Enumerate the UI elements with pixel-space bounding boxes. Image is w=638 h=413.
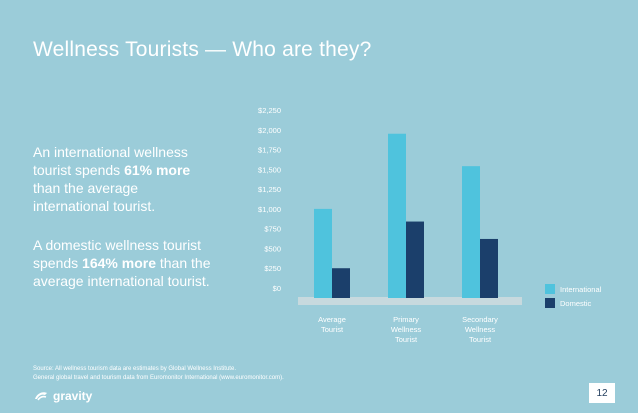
y-tick-label: $1,500 xyxy=(258,165,281,174)
bar-international xyxy=(462,166,480,298)
source-note: Source: All wellness tourism data are es… xyxy=(33,365,284,383)
domestic-stat-suffix: than the average international tourist. xyxy=(33,255,211,289)
bar-international xyxy=(314,208,332,298)
y-tick-label: $1,250 xyxy=(258,185,281,194)
gravity-logo: gravity xyxy=(33,389,92,403)
y-tick-label: $250 xyxy=(264,264,281,273)
legend-label: Domestic xyxy=(560,299,592,308)
international-stat-highlight: 61% more xyxy=(124,162,191,178)
domestic-stat-highlight: 164% more xyxy=(82,255,156,271)
x-category-label: Average xyxy=(318,315,346,324)
x-category-label: Primary xyxy=(393,315,419,324)
y-tick-label: $1,750 xyxy=(258,146,281,155)
x-category-label: Wellness xyxy=(391,325,422,334)
x-category-label: Tourist xyxy=(395,335,418,344)
legend-swatch xyxy=(545,284,555,294)
x-category-label: Secondary xyxy=(462,315,498,324)
page-number: 12 xyxy=(589,383,615,403)
y-tick-label: $2,250 xyxy=(258,106,281,115)
slide-title: Wellness Tourists — Who are they? xyxy=(33,38,372,61)
legend-label: International xyxy=(560,285,602,294)
y-tick-label: $500 xyxy=(264,244,281,253)
gravity-logo-icon xyxy=(35,392,47,401)
bar-domestic xyxy=(406,221,424,298)
bar-domestic xyxy=(480,238,498,298)
source-line-1: Source: All wellness tourism data are es… xyxy=(33,366,236,372)
international-stat-suffix: than the average international tourist. xyxy=(33,180,156,214)
x-category-label: Wellness xyxy=(465,325,496,334)
bar-international xyxy=(388,133,406,298)
x-category-label: Tourist xyxy=(469,335,492,344)
y-tick-label: $750 xyxy=(264,225,281,234)
chart-floor xyxy=(298,297,522,305)
x-category-label: Tourist xyxy=(321,325,344,334)
international-stat-prefix: An international wellness tourist spends xyxy=(33,144,188,178)
international-stat-text: An international wellness tourist spends… xyxy=(33,143,218,215)
domestic-stat-prefix: A domestic wellness tourist spends xyxy=(33,237,202,271)
source-line-2: General global travel and tourism data f… xyxy=(33,375,284,381)
y-tick-label: $0 xyxy=(273,284,281,293)
domestic-stat-text: A domestic wellness tourist spends 164% … xyxy=(33,236,218,290)
y-tick-label: $2,000 xyxy=(258,126,281,135)
legend-swatch xyxy=(545,298,555,308)
bar-domestic xyxy=(332,268,350,298)
gravity-logo-text: gravity xyxy=(53,389,93,403)
y-tick-label: $1,000 xyxy=(258,205,281,214)
